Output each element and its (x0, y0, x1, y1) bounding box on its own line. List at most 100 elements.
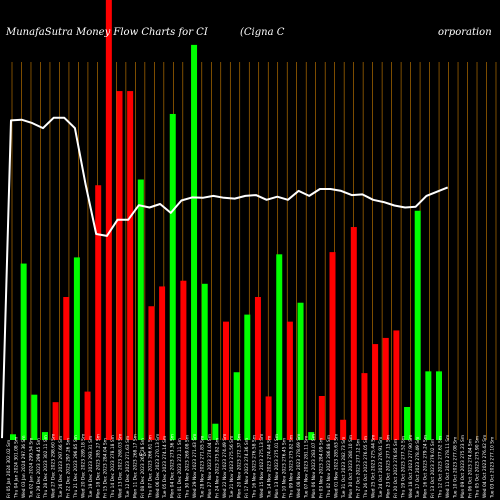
x-tick-label: Mon 20 Nov 2023 272.37 Sm (237, 434, 243, 498)
x-tick-label: Wed 13 Dec 2023 268.03 Sm (118, 434, 124, 498)
money-flow-bar (350, 227, 357, 440)
x-tick-label: Thu 14 Dec 2023 278.18 Sm (110, 435, 116, 499)
x-tick-label: Thu 12 Oct 2023 277.62 Sm (438, 436, 444, 499)
chart-title-part-1: MunafaSutra Money Flow Charts for CI (5, 27, 209, 38)
x-tick-label: Wed 25 Oct 2023 275.44 Sm (371, 435, 377, 498)
money-flow-bar (361, 373, 368, 440)
money-flow-bar (31, 394, 38, 440)
chart-title-part-3: orporation (438, 27, 492, 38)
x-tick-label: Fri 01 Dec 2023 272.11 Sm (177, 438, 183, 498)
money-flow-bar (201, 283, 208, 440)
x-tick-label: Fri 03 Nov 2023 284.09 Sm (319, 438, 325, 498)
money-flow-bar (116, 91, 123, 440)
x-tick-label: Fri 08 Dec 2023 265.28 Sm (140, 438, 146, 498)
x-tick-label: Tue 07 Nov 2023 281.11 Sm (304, 436, 310, 499)
money-flow-bar (95, 185, 102, 440)
x-tick-label: Fri 05 Jan 2024 302.02 Sm (6, 440, 12, 498)
money-flow-bar (404, 407, 411, 440)
x-tick-label: Mon 13 Nov 2023 275.01 Sm (274, 434, 280, 498)
x-tick-label: Tue 28 Nov 2023 271.85 Sm (199, 436, 205, 499)
money-flow-bar (41, 432, 48, 440)
money-flow-bar (308, 432, 315, 440)
x-tick-label: Tue 03 Oct 2023 277.10 Sm (490, 437, 496, 499)
x-tick-label: Wed 18 Oct 2023 277.90 Sm (408, 435, 414, 498)
x-tick-label: Thu 02 Nov 2023 286.88 Sm (326, 435, 332, 499)
x-tick-label: Fri 13 Oct 2023 279.02 Sm (430, 439, 436, 498)
x-tick-label: Wed 22 Nov 2023 274.49 Sm (222, 434, 228, 498)
money-flow-bar (84, 391, 91, 440)
price-line (1, 116, 449, 439)
money-flow-bar (52, 402, 59, 440)
x-tick-label: Thu 05 Oct 2023 275.90 Sm (475, 436, 481, 499)
money-flow-bar (148, 306, 155, 440)
money-flow-bar (180, 280, 187, 440)
x-tick-label: Thu 07 Dec 2023 266.61 Sm (147, 435, 153, 499)
x-tick-label: Fri 20 Oct 2023 276.85 Sm (393, 439, 399, 498)
x-tick-label: Thu 09 Nov 2023 275.82 Sm (289, 435, 295, 499)
x-tick-label: Tue 26 Dec 2023 297.66 Sm (58, 436, 64, 499)
x-tick-label: Fri 27 Oct 2023 277.12 Sm (356, 439, 362, 498)
x-tick-label: Tue 17 Oct 2023 278.49 Sm (415, 437, 421, 499)
money-flow-bar (169, 113, 176, 441)
money-flow-bar (159, 286, 166, 440)
x-tick-label: Tue 19 Dec 2023 293.31 Sm (88, 436, 94, 499)
money-flow-bar (318, 396, 325, 440)
money-flow-bar (425, 371, 432, 440)
x-axis-tick-labels: Fri 05 Jan 2024 302.02 Sm Thu 04 Jan 2024… (6, 434, 496, 499)
x-tick-label: Mon 27 Nov 2023 274.04 Sm (207, 434, 213, 498)
x-tick-label: Thu 28 Dec 2023 302.11 Sm (43, 435, 49, 499)
x-tick-label: Mon 23 Oct 2023 277.15 Sm (385, 435, 391, 498)
x-tick-label: Mon 04 Dec 2023 273.36 Sm (170, 434, 176, 498)
money-flow-bar (127, 91, 134, 440)
x-tick-label: Thu 30 Nov 2023 269.08 Sm (185, 435, 191, 499)
x-tick-label: Fri 29 Dec 2023 299.45 Sm (36, 438, 42, 498)
x-tick-label: Wed 15 Nov 2023 275.13 Sm (259, 434, 265, 498)
money-flow-bar (223, 321, 229, 440)
money-flow-bar (212, 423, 219, 440)
x-tick-label: Wed 29 Nov 2023 271.43 Sm (192, 434, 198, 498)
x-tick-label: Wed 03 Jan 2024 297.36 Sm (21, 435, 27, 498)
money-flow-bar (233, 372, 240, 440)
mid-value-label: 0.5 (139, 452, 146, 458)
x-tick-label: Tue 05 Dec 2023 274.14 Sm (162, 436, 168, 499)
money-flow-bar (137, 179, 144, 440)
x-tick-label: Wed 04 Oct 2023 276.42 Sm (482, 435, 488, 498)
x-tick-label: Mon 30 Oct 2023 280.10 Sm (348, 435, 354, 498)
money-flow-bar (340, 419, 347, 440)
x-tick-label: Mon 06 Nov 2023 283.07 Sm (311, 434, 317, 498)
x-tick-label: Wed 20 Dec 2023 289.18 Sm (80, 434, 86, 498)
money-flow-bar (286, 321, 293, 440)
money-flow-bar (436, 371, 442, 440)
money-flow-bar (329, 252, 336, 440)
x-tick-label: Thu 19 Oct 2023 277.52 Sm (400, 436, 406, 499)
x-tick-label: Wed 11 Oct 2023 278.11 Sm (445, 435, 451, 498)
x-tick-label: Thu 26 Oct 2023 276.05 Sm (363, 436, 369, 499)
chart-title-part-2: (Cigna C (240, 27, 285, 38)
x-tick-label: Mon 11 Dec 2023 268.17 Sm (133, 434, 139, 498)
money-flow-bar (372, 344, 379, 440)
price-line-series (1, 116, 449, 439)
money-flow-bar (414, 210, 421, 440)
x-tick-label: Wed 06 Dec 2023 270.13 Sm (155, 434, 161, 498)
x-tick-label: Fri 10 Nov 2023 276.45 Sm (281, 438, 287, 498)
x-tick-label: Thu 21 Dec 2023 296.85 Sm (73, 435, 79, 499)
x-tick-label: Fri 06 Oct 2023 274.84 Sm (467, 439, 473, 498)
money-flow-bar (254, 297, 261, 440)
money-flow-bar (265, 396, 272, 440)
money-flow-bar (382, 337, 389, 440)
money-flow-bar (276, 254, 283, 440)
money-flow-bar (10, 434, 16, 440)
x-tick-label: Tue 21 Nov 2023 275.56 Sm (229, 436, 235, 499)
money-flow-bar (63, 297, 70, 440)
money-flow-bar (191, 44, 198, 440)
money-flow-bar (393, 330, 400, 440)
x-tick-label: Wed 01 Nov 2023 285.63 Sm (333, 434, 339, 498)
x-tick-label: Tue 31 Oct 2023 282.73 Sm (341, 437, 347, 499)
x-tick-label: Mon 16 Oct 2023 279.24 Sm (423, 435, 429, 498)
x-tick-label: Fri 15 Dec 2023 284.04 Sm (103, 438, 109, 498)
x-tick-label: Fri 22 Dec 2023 297.26 Sm (66, 438, 72, 498)
x-tick-label: Thu 16 Nov 2023 276.58 Sm (252, 435, 258, 499)
chart-title: MunafaSutra Money Flow Charts for CI (Ci… (5, 27, 492, 38)
